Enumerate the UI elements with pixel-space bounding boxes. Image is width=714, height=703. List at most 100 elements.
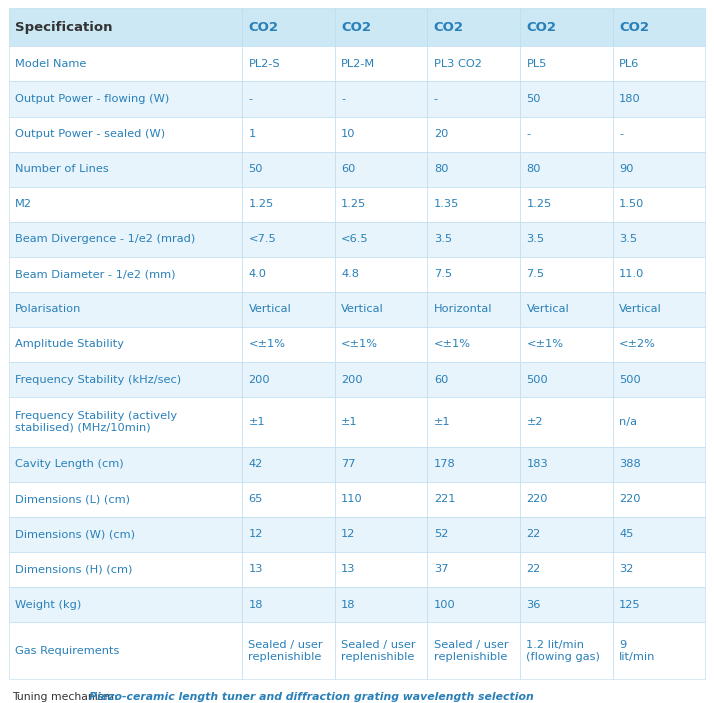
Text: ±2: ±2 bbox=[526, 417, 543, 427]
Bar bbox=[428, 397, 520, 446]
Bar bbox=[242, 446, 335, 482]
Bar bbox=[335, 327, 428, 362]
Bar bbox=[520, 517, 613, 552]
Text: 200: 200 bbox=[248, 375, 270, 385]
Text: <±1%: <±1% bbox=[526, 340, 563, 349]
Text: PL6: PL6 bbox=[619, 59, 640, 69]
Bar bbox=[613, 292, 705, 327]
Bar bbox=[613, 82, 705, 117]
Text: CO2: CO2 bbox=[248, 21, 278, 34]
Bar bbox=[242, 82, 335, 117]
Bar bbox=[335, 587, 428, 622]
Text: Number of Lines: Number of Lines bbox=[15, 164, 109, 174]
Bar bbox=[428, 482, 520, 517]
Bar bbox=[9, 257, 242, 292]
Bar bbox=[428, 257, 520, 292]
Text: 1.35: 1.35 bbox=[434, 199, 459, 209]
Text: Weight (kg): Weight (kg) bbox=[15, 600, 81, 610]
Text: 77: 77 bbox=[341, 459, 356, 470]
Bar bbox=[520, 622, 613, 679]
Text: <±1%: <±1% bbox=[248, 340, 286, 349]
Bar bbox=[242, 117, 335, 152]
Text: 4.8: 4.8 bbox=[341, 269, 359, 279]
Text: 100: 100 bbox=[434, 600, 456, 610]
Text: 388: 388 bbox=[619, 459, 641, 470]
Bar bbox=[428, 622, 520, 679]
Bar bbox=[9, 117, 242, 152]
Bar bbox=[613, 257, 705, 292]
Text: Sealed / user
replenishible: Sealed / user replenishible bbox=[248, 640, 323, 662]
Text: 45: 45 bbox=[619, 529, 633, 539]
Bar bbox=[335, 292, 428, 327]
Text: M2: M2 bbox=[15, 199, 32, 209]
Bar bbox=[242, 362, 335, 397]
Text: Frequency Stability (actively
stabilised) (MHz/10min): Frequency Stability (actively stabilised… bbox=[15, 411, 177, 433]
Text: 178: 178 bbox=[434, 459, 456, 470]
Bar bbox=[613, 221, 705, 257]
Text: Output Power - flowing (W): Output Power - flowing (W) bbox=[15, 94, 169, 104]
Bar bbox=[335, 8, 428, 46]
Bar bbox=[428, 187, 520, 221]
Bar bbox=[520, 221, 613, 257]
Bar bbox=[520, 397, 613, 446]
Bar bbox=[242, 187, 335, 221]
Bar bbox=[335, 552, 428, 587]
Bar bbox=[520, 362, 613, 397]
Text: Vertical: Vertical bbox=[341, 304, 384, 314]
Text: 37: 37 bbox=[434, 565, 448, 574]
Bar bbox=[9, 622, 242, 679]
Bar bbox=[428, 517, 520, 552]
Bar bbox=[520, 446, 613, 482]
Bar bbox=[9, 446, 242, 482]
Text: Cavity Length (cm): Cavity Length (cm) bbox=[15, 459, 124, 470]
Text: 9
lit/min: 9 lit/min bbox=[619, 640, 655, 662]
Text: CO2: CO2 bbox=[434, 21, 464, 34]
Text: -: - bbox=[341, 94, 346, 104]
Text: 125: 125 bbox=[619, 600, 640, 610]
Text: -: - bbox=[619, 129, 623, 139]
Bar bbox=[242, 257, 335, 292]
Text: <±1%: <±1% bbox=[341, 340, 378, 349]
Text: CO2: CO2 bbox=[619, 21, 649, 34]
Bar bbox=[520, 257, 613, 292]
Bar bbox=[9, 292, 242, 327]
Bar bbox=[520, 152, 613, 187]
Bar bbox=[613, 46, 705, 82]
Bar bbox=[335, 622, 428, 679]
Text: <±1%: <±1% bbox=[434, 340, 471, 349]
Text: 1.25: 1.25 bbox=[248, 199, 273, 209]
Bar bbox=[428, 117, 520, 152]
Text: Output Power - sealed (W): Output Power - sealed (W) bbox=[15, 129, 165, 139]
Bar bbox=[613, 362, 705, 397]
Text: 52: 52 bbox=[434, 529, 448, 539]
Bar bbox=[335, 82, 428, 117]
Bar bbox=[9, 327, 242, 362]
Text: 1.25: 1.25 bbox=[526, 199, 552, 209]
Bar bbox=[520, 82, 613, 117]
Bar bbox=[242, 517, 335, 552]
Bar bbox=[9, 482, 242, 517]
Bar bbox=[242, 587, 335, 622]
Bar bbox=[613, 327, 705, 362]
Bar bbox=[520, 552, 613, 587]
Text: <±2%: <±2% bbox=[619, 340, 656, 349]
Text: CO2: CO2 bbox=[526, 21, 556, 34]
Text: ±1: ±1 bbox=[341, 417, 358, 427]
Text: 1.50: 1.50 bbox=[619, 199, 645, 209]
Text: Dimensions (W) (cm): Dimensions (W) (cm) bbox=[15, 529, 135, 539]
Bar bbox=[242, 221, 335, 257]
Bar bbox=[613, 8, 705, 46]
Bar bbox=[613, 446, 705, 482]
Text: 36: 36 bbox=[526, 600, 541, 610]
Text: -: - bbox=[526, 129, 531, 139]
Bar bbox=[9, 362, 242, 397]
Bar bbox=[428, 46, 520, 82]
Text: 3.5: 3.5 bbox=[619, 234, 638, 244]
Text: 500: 500 bbox=[619, 375, 641, 385]
Bar bbox=[9, 552, 242, 587]
Bar bbox=[335, 221, 428, 257]
Text: 3.5: 3.5 bbox=[526, 234, 545, 244]
Bar bbox=[613, 187, 705, 221]
Bar bbox=[613, 397, 705, 446]
Bar bbox=[335, 257, 428, 292]
